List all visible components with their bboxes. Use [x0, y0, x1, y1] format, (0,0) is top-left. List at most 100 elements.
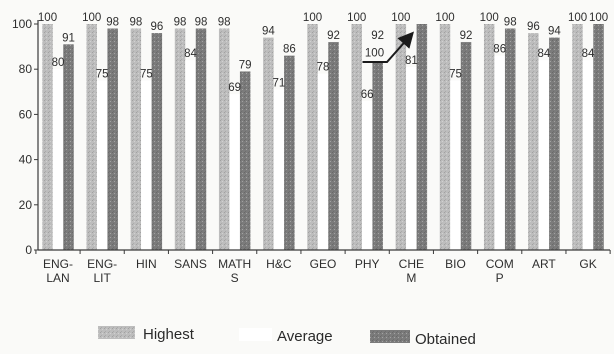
legend-label-average: Average [277, 328, 333, 345]
y-tick-label-100: 100 [12, 17, 32, 31]
bar-highest-h-c [263, 37, 274, 251]
bar-obtained-h-c [284, 55, 295, 250]
bar-highest-bio [439, 24, 451, 250]
bar-obtained-gk [593, 24, 604, 250]
legend-swatch-average [239, 328, 272, 341]
data-label-obtained-phy: 92 [371, 30, 384, 42]
bar-average-geo [317, 73, 329, 250]
y-tick-labels: 0 20 40 60 80 100 [12, 17, 32, 257]
chem-obtained-callout [362, 31, 414, 63]
bar-average-maths [229, 94, 240, 250]
data-label-obtained-hin: 96 [150, 21, 163, 33]
data-label-highest-bio: 100 [435, 12, 454, 24]
bar-highest-eng-lan [42, 24, 53, 250]
bar-highest-geo [307, 24, 318, 250]
data-label-obtained-chem: 100 [365, 48, 384, 60]
data-label-obtained-h-c: 86 [283, 44, 296, 56]
data-label-average-gk: 84 [582, 48, 595, 60]
data-label-average-sans: 84 [184, 48, 197, 60]
data-label-obtained-comp: 98 [504, 17, 517, 29]
data-label-average-geo: 78 [317, 62, 330, 74]
bar-obtained-geo [328, 42, 339, 250]
data-label-obtained-maths: 79 [239, 59, 252, 71]
legend-label-highest: Highest [143, 326, 195, 343]
bar-average-phy [361, 100, 373, 250]
data-label-obtained-eng-lit: 98 [106, 17, 119, 29]
bar-highest-chem [395, 24, 407, 250]
bar-obtained-eng-lit [107, 28, 118, 250]
bar-highest-sans [174, 28, 186, 250]
data-label-obtained-sans: 98 [195, 17, 208, 29]
bar-obtained-art [549, 37, 560, 251]
y-tick-label-80: 80 [19, 62, 33, 76]
data-label-highest-h-c: 94 [262, 26, 275, 38]
bar-obtained-phy [372, 42, 383, 250]
legend: Highest Average Obtained [98, 326, 476, 348]
bar-average-art [538, 60, 550, 250]
data-label-obtained-eng-lan: 91 [62, 32, 75, 44]
callout-label-background [362, 41, 387, 62]
bar-obtained-hin [151, 33, 163, 250]
data-label-highest-geo: 100 [303, 12, 322, 24]
bar-obtained-eng-lan [63, 44, 74, 251]
data-label-highest-maths: 98 [218, 17, 231, 29]
callout-arrow-icon [362, 31, 414, 63]
data-label-obtained-art: 94 [548, 26, 561, 38]
data-label-average-bio: 75 [449, 69, 462, 81]
bar-obtained-comp [504, 28, 516, 250]
legend-swatch-obtained [370, 330, 410, 343]
y-tick-label-60: 60 [19, 107, 33, 121]
legend-label-obtained: Obtained [415, 331, 476, 348]
bar-average-comp [494, 55, 505, 250]
y-tick-label-40: 40 [19, 153, 33, 167]
data-label-highest-hin: 98 [129, 17, 142, 29]
bar-obtained-bio [460, 42, 472, 250]
bar-highest-art [528, 33, 539, 250]
bar-obtained-chem [416, 24, 428, 250]
axis-ticks [34, 23, 611, 254]
bar-highest-eng-lit [86, 24, 97, 250]
data-label-average-eng-lit: 75 [96, 69, 109, 81]
data-label-highest-chem: 100 [391, 12, 410, 24]
bar-average-eng-lit [96, 80, 108, 250]
data-label-highest-comp: 100 [480, 12, 499, 24]
data-label-average-h-c: 71 [272, 78, 285, 90]
data-labels: 100 80 91 100 75 98 98 75 96 98 84 98 98 69 79 94 71 86 10… [38, 12, 608, 101]
bar-average-eng-lan [52, 69, 64, 250]
data-label-highest-gk: 100 [568, 12, 587, 24]
data-label-highest-phy: 100 [347, 12, 366, 24]
data-label-average-chem: 81 [405, 55, 418, 67]
data-label-obtained-gk: 100 [589, 12, 608, 24]
bar-average-hin [141, 80, 152, 250]
bar-average-h-c [273, 89, 285, 250]
bar-highest-phy [351, 24, 362, 250]
y-tick-label-0: 0 [25, 243, 32, 257]
data-label-average-art: 84 [537, 48, 550, 60]
data-label-average-maths: 69 [228, 82, 241, 94]
bar-obtained-maths [239, 71, 251, 251]
legend-swatch-highest [98, 326, 135, 339]
bar-average-gk [582, 60, 594, 250]
bar-highest-maths [218, 28, 230, 250]
data-label-highest-eng-lit: 100 [82, 12, 101, 24]
data-label-highest-sans: 98 [174, 17, 187, 29]
data-label-average-eng-lan: 80 [52, 57, 65, 69]
data-label-average-phy: 66 [361, 89, 374, 101]
bar-highest-hin [130, 28, 142, 250]
bar-average-sans [185, 60, 196, 250]
bars-layer [42, 24, 604, 251]
y-tick-label-20: 20 [19, 198, 33, 212]
bar-average-bio [450, 80, 461, 250]
bar-obtained-sans [195, 28, 207, 250]
data-label-average-hin: 75 [140, 69, 153, 81]
data-label-obtained-geo: 92 [327, 30, 340, 42]
data-label-highest-eng-lan: 100 [38, 12, 57, 24]
bar-average-chem [406, 66, 417, 250]
bar-highest-comp [483, 24, 495, 250]
data-label-obtained-bio: 92 [460, 30, 473, 42]
bar-highest-gk [572, 24, 583, 250]
data-label-average-comp: 86 [493, 44, 506, 56]
data-label-highest-art: 96 [527, 21, 540, 33]
